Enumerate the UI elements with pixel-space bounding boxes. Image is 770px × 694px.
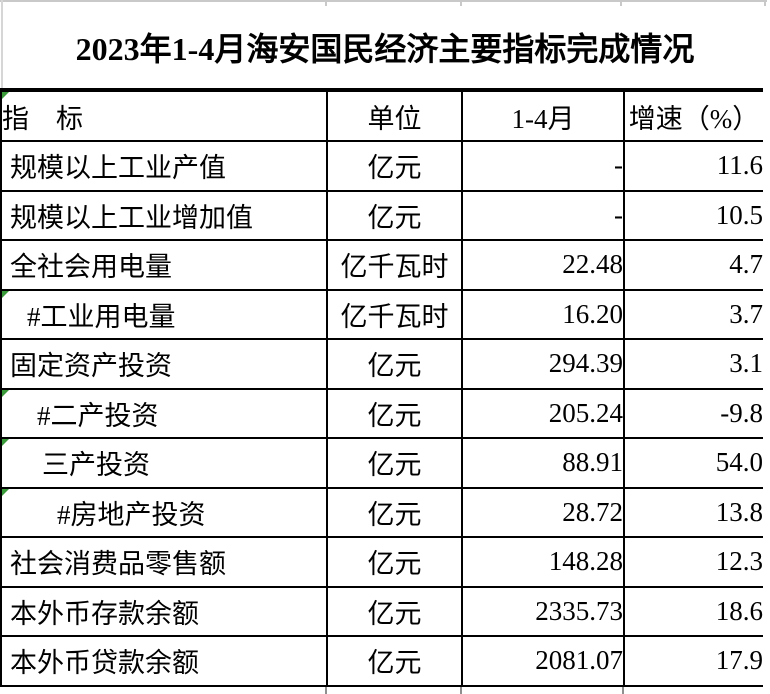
header-period: 1-4月	[461, 89, 625, 142]
table-row: 全社会用电量 亿千瓦时 22.48 4.7	[0, 239, 763, 291]
table-row: 规模以上工业增加值 亿元 - 10.5	[0, 189, 763, 241]
unit-cell: 亿元	[326, 437, 463, 489]
value-cell: 2081.07	[461, 635, 625, 687]
table-row: 三产投资 亿元 88.91 54.0	[0, 437, 763, 489]
indicator-cell: 三产投资	[0, 437, 328, 489]
header-row: 指 标 单位 1-4月 增速（%）	[0, 89, 763, 142]
error-indicator-icon	[3, 489, 9, 496]
indicator-cell: #二产投资	[0, 387, 328, 439]
left-gridline	[1, 0, 3, 88]
table-row: 固定资产投资 亿元 294.39 3.1	[0, 338, 763, 390]
indicators-table: 指 标 单位 1-4月 增速（%） 规模以上工业产值 亿元 - 11.6 规模以…	[0, 88, 763, 687]
error-indicator-icon	[3, 291, 9, 298]
value-cell: 2335.73	[461, 585, 625, 637]
indicator-label: 固定资产投资	[10, 351, 172, 382]
growth-cell: 18.6	[623, 585, 763, 637]
indicator-label: 全社会用电量	[10, 252, 172, 283]
value-cell: 205.24	[461, 387, 625, 439]
error-indicator-icon	[3, 390, 9, 397]
error-indicator-icon	[3, 92, 9, 99]
growth-cell: 3.1	[623, 338, 763, 390]
column-gridline-stub	[325, 0, 327, 6]
column-gridline-stub	[460, 0, 462, 6]
indicator-cell: 规模以上工业增加值	[0, 189, 328, 241]
error-indicator-icon	[3, 439, 9, 446]
indicator-label: 本外币贷款余额	[10, 648, 199, 679]
unit-cell: 亿元	[326, 338, 463, 390]
unit-cell: 亿千瓦时	[326, 288, 463, 340]
header-unit: 单位	[326, 89, 463, 142]
value-cell: 22.48	[461, 239, 625, 291]
header-indicator-label: 指 标	[2, 103, 83, 134]
table-title: 2023年1-4月海安国民经济主要指标完成情况	[75, 31, 695, 67]
indicator-cell: 规模以上工业产值	[0, 140, 328, 192]
indicator-label: 三产投资	[42, 450, 150, 481]
value-cell: -	[461, 140, 625, 192]
growth-cell: 17.9	[623, 635, 763, 687]
unit-cell: 亿元	[326, 387, 463, 439]
value-cell: 148.28	[461, 536, 625, 588]
growth-cell: 3.7	[623, 288, 763, 340]
table-row: #二产投资 亿元 205.24 -9.8	[0, 387, 763, 439]
indicator-label: 规模以上工业产值	[10, 153, 226, 184]
indicator-cell: #房地产投资	[0, 486, 328, 538]
table-row: #房地产投资 亿元 28.72 13.8	[0, 486, 763, 538]
growth-cell: 12.3	[623, 536, 763, 588]
growth-cell: 11.6	[623, 140, 763, 192]
unit-cell: 亿元	[326, 635, 463, 687]
column-gridline-stub	[620, 0, 622, 6]
unit-cell: 亿元	[326, 536, 463, 588]
growth-cell: 4.7	[623, 239, 763, 291]
table-row: 本外币贷款余额 亿元 2081.07 17.9	[0, 635, 763, 687]
indicator-cell: #工业用电量	[0, 288, 328, 340]
table-row: 规模以上工业产值 亿元 - 11.6	[0, 140, 763, 192]
column-gridline-stub	[460, 687, 462, 694]
indicator-label: 规模以上工业增加值	[10, 202, 253, 233]
value-cell: 16.20	[461, 288, 625, 340]
growth-cell: 10.5	[623, 189, 763, 241]
header-indicator: 指 标	[0, 89, 328, 142]
indicator-cell: 社会消费品零售额	[0, 536, 328, 588]
column-gridline-stub	[764, 0, 766, 6]
growth-cell: 54.0	[623, 437, 763, 489]
value-cell: -	[461, 189, 625, 241]
indicator-label: 社会消费品零售额	[10, 549, 226, 580]
unit-cell: 亿元	[326, 140, 463, 192]
indicator-label: #二产投资	[37, 400, 159, 431]
table-row: 社会消费品零售额 亿元 148.28 12.3	[0, 536, 763, 588]
unit-cell: 亿元	[326, 585, 463, 637]
indicator-label: #工业用电量	[27, 301, 176, 332]
value-cell: 294.39	[461, 338, 625, 390]
unit-cell: 亿元	[326, 189, 463, 241]
unit-cell: 亿千瓦时	[326, 239, 463, 291]
top-gridline	[0, 0, 767, 2]
column-gridline-stub	[325, 687, 327, 694]
unit-cell: 亿元	[326, 486, 463, 538]
value-cell: 88.91	[461, 437, 625, 489]
indicator-cell: 本外币存款余额	[0, 585, 328, 637]
indicator-cell: 全社会用电量	[0, 239, 328, 291]
header-growth: 增速（%）	[623, 89, 763, 142]
table-row: #工业用电量 亿千瓦时 16.20 3.7	[0, 288, 763, 340]
indicator-label: #房地产投资	[57, 499, 206, 530]
indicator-label: 本外币存款余额	[10, 598, 199, 629]
indicator-cell: 固定资产投资	[0, 338, 328, 390]
table-row: 本外币存款余额 亿元 2335.73 18.6	[0, 585, 763, 637]
growth-cell: -9.8	[623, 387, 763, 439]
column-gridline-stub	[622, 687, 624, 694]
value-cell: 28.72	[461, 486, 625, 538]
growth-cell: 13.8	[623, 486, 763, 538]
indicator-cell: 本外币贷款余额	[0, 635, 328, 687]
